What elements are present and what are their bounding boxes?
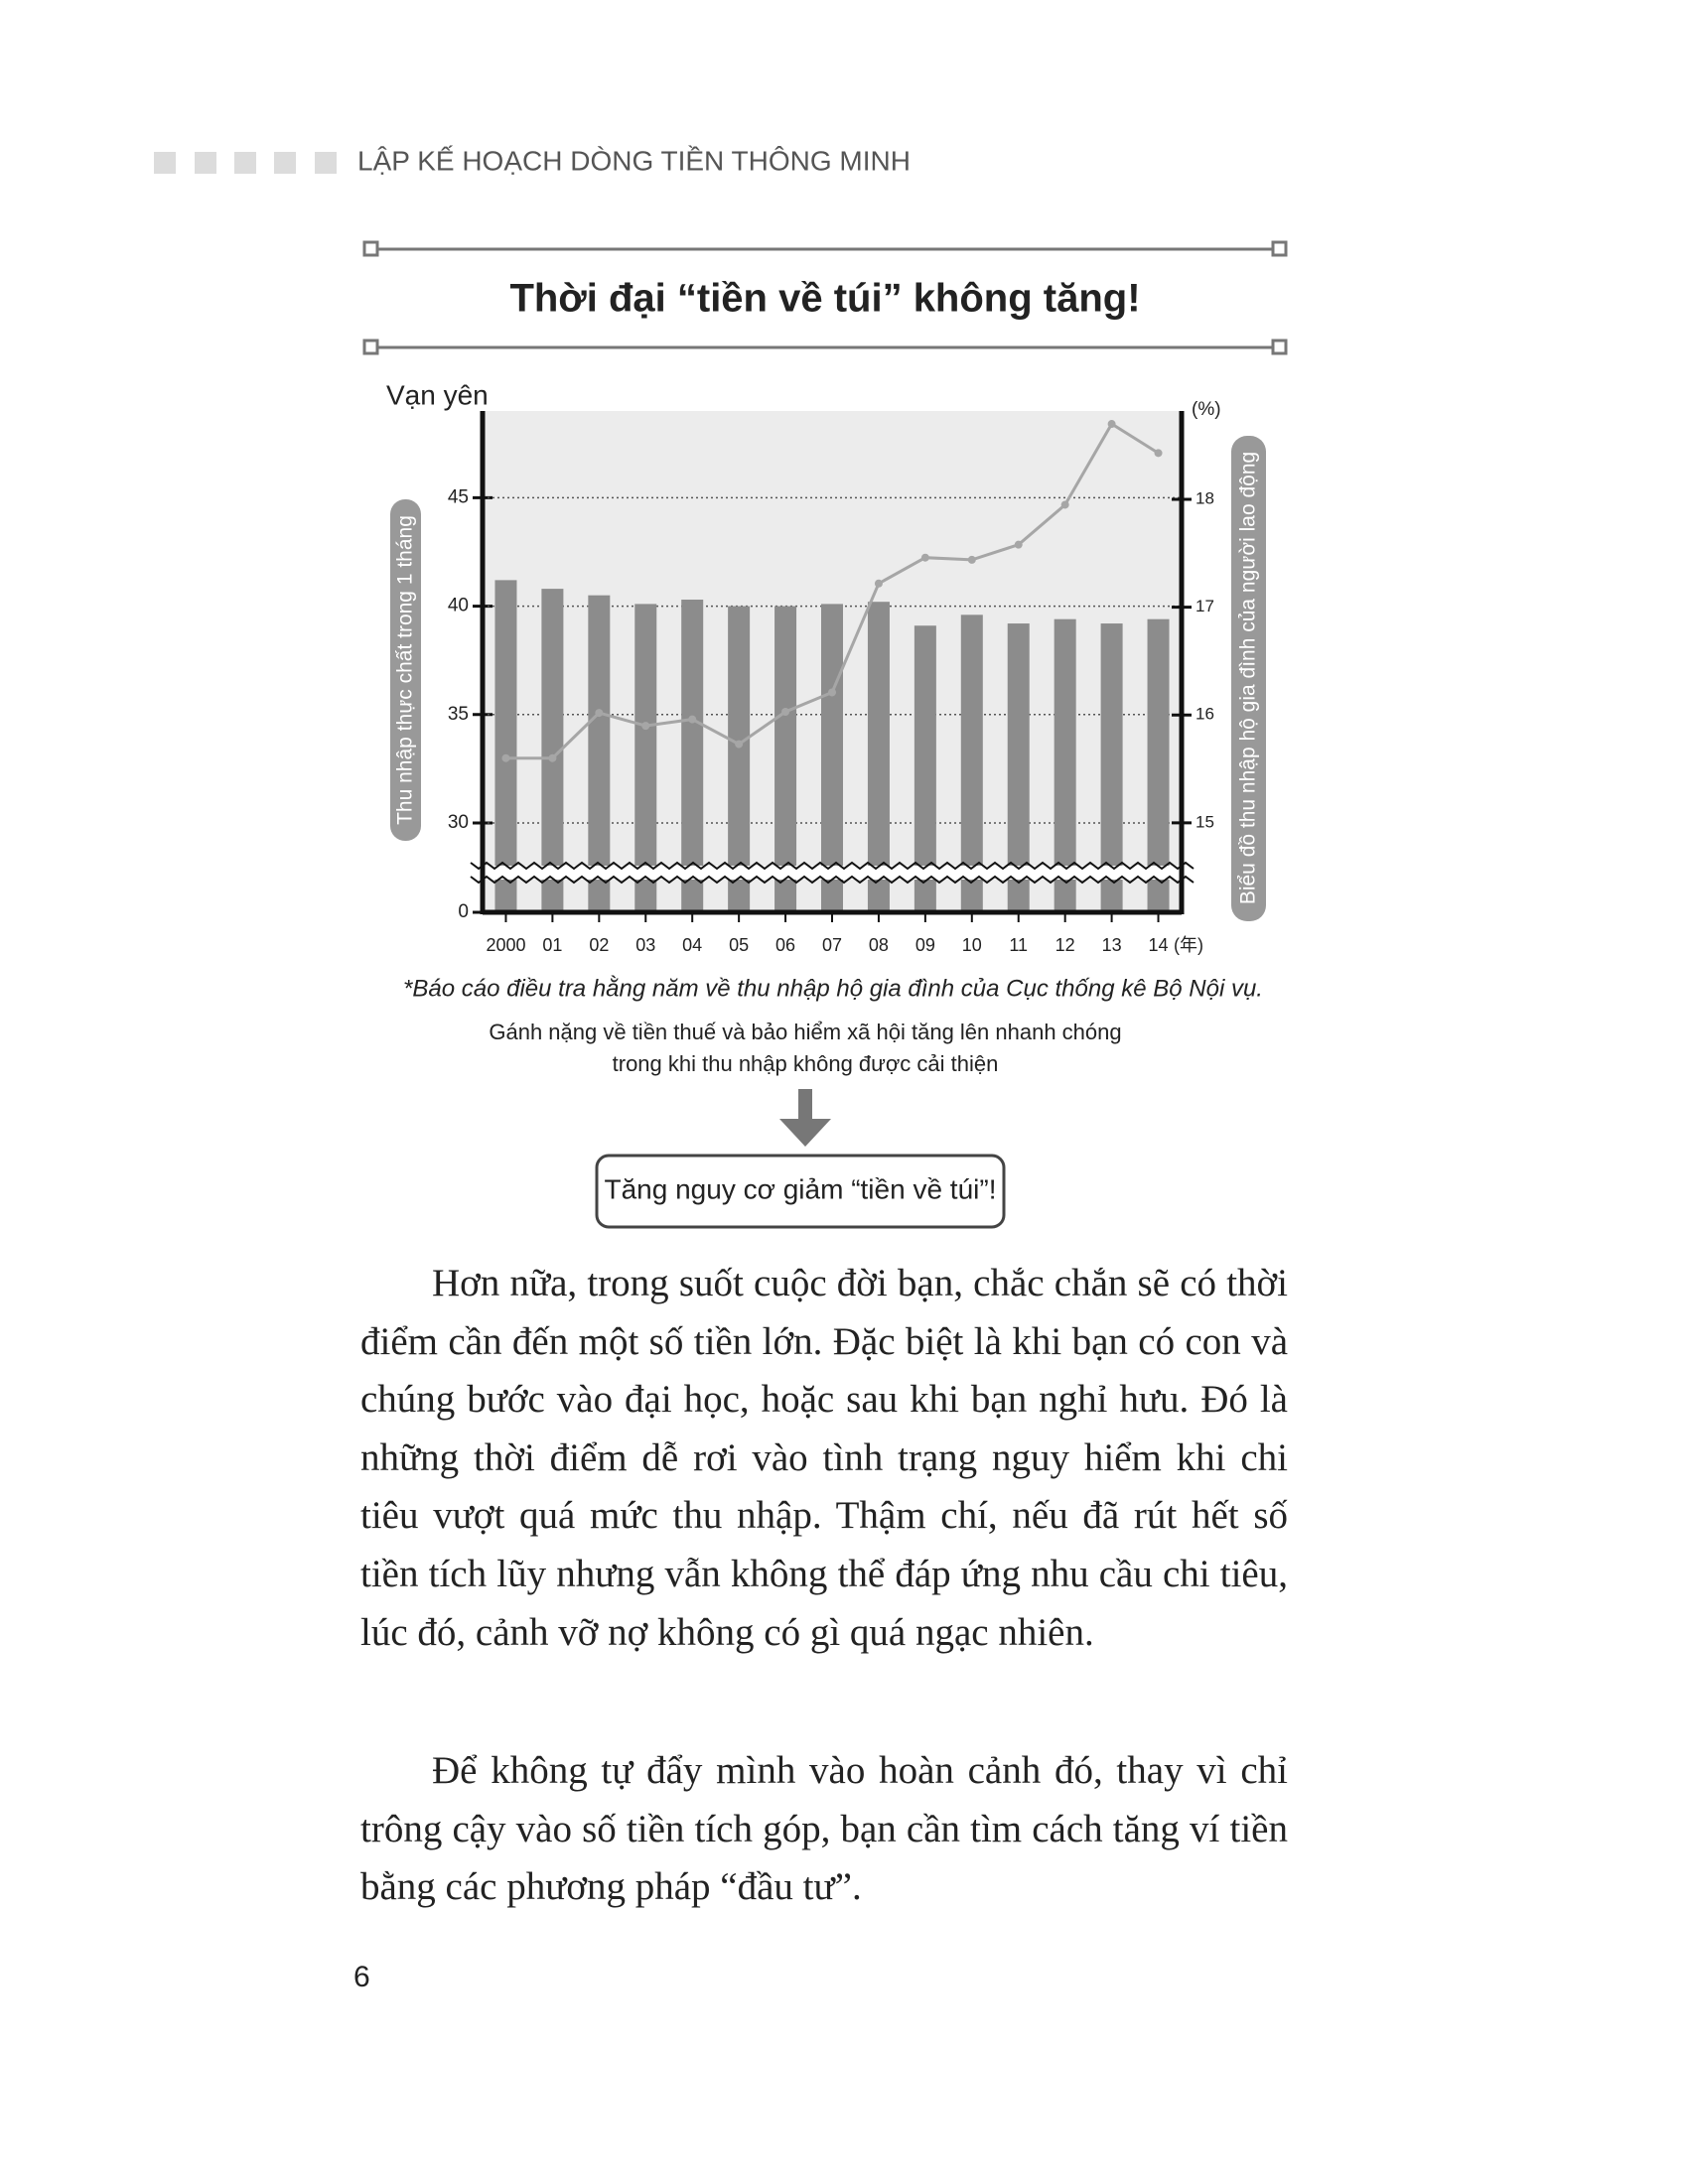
- y-tick-label: 45: [448, 486, 469, 507]
- caption-line: trong khi thu nhập không được cải thiện: [613, 1051, 999, 1076]
- y2-tick-label: 17: [1196, 597, 1214, 615]
- y-tick-label: 0: [458, 901, 469, 922]
- y-axis-label: Thu nhập thực chất trong 1 tháng: [394, 515, 417, 825]
- x-tick-label: 2000: [486, 935, 525, 955]
- line-point: [967, 555, 976, 564]
- x-tick-label: 03: [635, 935, 655, 955]
- x-tick-label: 04: [682, 935, 702, 955]
- bar: [960, 614, 983, 912]
- bar: [728, 606, 751, 912]
- bar: [1100, 623, 1123, 912]
- bar: [1007, 623, 1030, 912]
- y2-tick-label: 16: [1196, 705, 1214, 724]
- line-point: [1060, 500, 1069, 509]
- x-unit: (年): [1174, 935, 1203, 955]
- line-point: [1107, 420, 1116, 429]
- y2-tick-label: 18: [1196, 489, 1214, 508]
- line-point: [781, 708, 790, 716]
- x-tick-label: 13: [1102, 935, 1122, 955]
- line-point: [1014, 540, 1023, 549]
- x-tick-label: 11: [1009, 935, 1028, 955]
- line-point: [920, 553, 929, 562]
- bar: [914, 625, 936, 912]
- line-point: [874, 579, 883, 588]
- line-point: [735, 740, 744, 749]
- bar: [774, 606, 797, 912]
- title-frame: [362, 240, 1288, 355]
- line-point: [595, 709, 604, 718]
- y-tick-label: 35: [448, 704, 469, 725]
- header-squares: [154, 152, 337, 174]
- x-tick-label: 05: [729, 935, 749, 955]
- bar: [494, 580, 517, 912]
- callout-box: [595, 1154, 1006, 1229]
- page-number: 6: [353, 1961, 370, 1993]
- bar: [634, 604, 657, 912]
- paragraph: Hơn nữa, trong suốt cuộc đời bạn, chắc c…: [360, 1262, 1288, 1654]
- x-tick-label: 02: [589, 935, 609, 955]
- figure: LẬP KẾ HOẠCH DÒNG TIỀN THÔNG MINH Thời đ…: [154, 145, 1288, 1229]
- bar: [541, 589, 564, 912]
- bar: [681, 600, 704, 912]
- down-arrow: [779, 1089, 831, 1147]
- y2-unit: (%): [1192, 399, 1221, 420]
- x-tick-label: 09: [915, 935, 935, 955]
- bar: [588, 595, 611, 912]
- y-label-pill: [390, 499, 421, 841]
- y-tick-label: 40: [448, 596, 469, 616]
- bar: [1054, 618, 1076, 912]
- line-point: [1154, 449, 1163, 458]
- line-point: [548, 753, 557, 762]
- x-tick-label: 12: [1055, 935, 1075, 955]
- x-tick-label: 08: [869, 935, 889, 955]
- paragraph: Để không tự đẩy mình vào hoàn cảnh đó, t…: [360, 1749, 1288, 1909]
- line-point: [688, 715, 697, 724]
- line-point: [828, 688, 836, 697]
- y2-tick-label: 15: [1196, 812, 1214, 831]
- y2-label-pill: [1231, 436, 1266, 921]
- x-tick-label: 06: [775, 935, 795, 955]
- line-point: [641, 722, 650, 731]
- callout-text: Tăng nguy cơ giảm “tiền về túi”!: [605, 1173, 997, 1204]
- caption-line: Gánh nặng về tiền thuế và bảo hiểm xã hộ…: [489, 1020, 1121, 1044]
- x-tick-label: 14: [1149, 935, 1169, 955]
- y2-axis-label: Biểu đồ thu nhập hộ gia đình của người l…: [1237, 452, 1260, 904]
- line-point: [501, 753, 510, 762]
- source-note: *Báo cáo điều tra hằng năm về thu nhập h…: [403, 975, 1263, 1002]
- axis-break: [471, 866, 1194, 880]
- x-tick-label: 01: [542, 935, 562, 955]
- bar: [1147, 618, 1170, 912]
- break-line: [470, 861, 1195, 871]
- y-unit: Vạn yên: [386, 379, 489, 410]
- break-line: [470, 875, 1195, 885]
- chart-title: Thời đại “tiền về túi” không tăng!: [509, 277, 1140, 321]
- running-header: LẬP KẾ HOẠCH DÒNG TIỀN THÔNG MINH: [357, 145, 911, 176]
- bar: [867, 602, 890, 912]
- x-tick-label: 07: [822, 935, 842, 955]
- y-tick-label: 30: [448, 812, 469, 833]
- x-tick-label: 10: [962, 935, 982, 955]
